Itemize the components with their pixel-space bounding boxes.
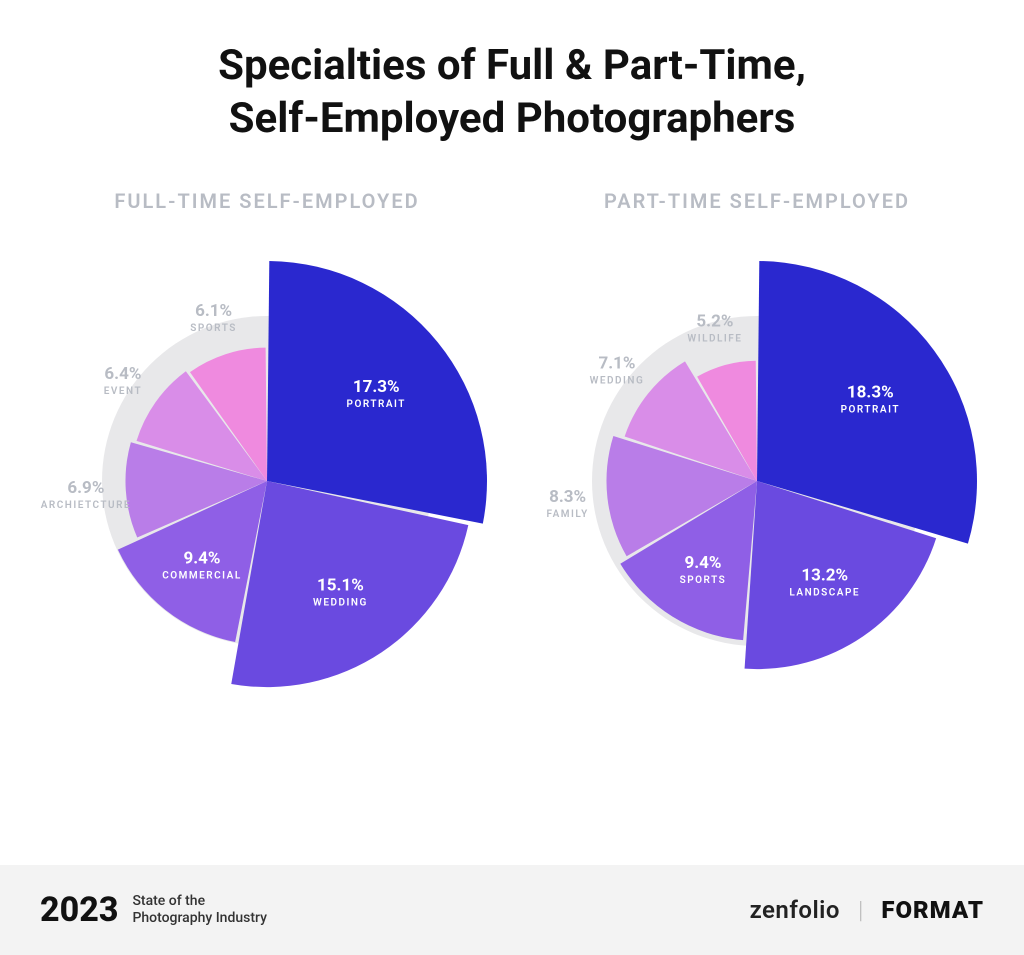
page-title: Specialties of Full & Part-Time, Self-Em… xyxy=(20,40,1004,145)
title-line-2: Self-Employed Photographers xyxy=(229,94,796,143)
slice-label-sports: SPORTS xyxy=(680,575,727,586)
slice-label-wedding: WEDDING xyxy=(313,598,368,609)
slice-pct-archietcture: 6.9% xyxy=(67,478,104,498)
slice-label-commercial: COMMERCIAL xyxy=(162,571,242,582)
brand-zenfolio: zenfolio xyxy=(750,896,840,924)
footer: 2023 State of the Photography Industry z… xyxy=(0,865,1024,955)
chart-svg-fulltime: 17.3% PORTRAIT 15.1% WEDDING 9.4% COMMERCIAL 6… xyxy=(37,241,497,761)
slice-label-family: FAMILY xyxy=(547,509,589,520)
slice-label-wildlife: WILDLIFE xyxy=(687,333,742,344)
title-line-1: Specialties of Full & Part-Time, xyxy=(218,41,806,90)
footer-year: 2023 xyxy=(40,890,118,930)
slice-pct-commercial: 9.4% xyxy=(183,549,220,569)
slice-pct-sports: 9.4% xyxy=(684,553,721,573)
slice-label-archietcture: ARCHIETCTURE xyxy=(41,500,131,511)
footer-tag-line-2: Photography Industry xyxy=(132,910,267,926)
slice-label-portrait: PORTRAIT xyxy=(841,404,900,415)
brand-separator: | xyxy=(858,896,863,924)
chart-parttime: PART-TIME SELF-EMPLOYED 18.3% PORTRAIT 13.… xyxy=(527,189,987,761)
slice-pct-portrait: 18.3% xyxy=(847,382,894,402)
slice-label-portrait: PORTRAIT xyxy=(347,399,406,410)
slice-pct-sports: 6.1% xyxy=(195,301,232,321)
footer-tagline: State of the Photography Industry xyxy=(132,893,267,927)
chart-subtitle-parttime: PART-TIME SELF-EMPLOYED xyxy=(604,189,910,213)
slice-label-landscape: LANDSCAPE xyxy=(789,588,860,599)
slice-pct-wildlife: 5.2% xyxy=(696,311,733,331)
chart-subtitle-fulltime: FULL-TIME SELF-EMPLOYED xyxy=(114,189,419,213)
slice-label-sports: SPORTS xyxy=(190,323,237,334)
footer-tag-line-1: State of the xyxy=(132,893,205,909)
footer-left: 2023 State of the Photography Industry xyxy=(40,890,267,930)
chart-svg-parttime: 18.3% PORTRAIT 13.2% LANDSCAPE 9.4% SPORTS 8.3… xyxy=(527,241,987,761)
brand-format: FORMAT xyxy=(881,896,984,924)
slice-pct-wedding: 7.1% xyxy=(598,353,635,373)
slice-pct-event: 6.4% xyxy=(104,364,141,384)
footer-right: zenfolio | FORMAT xyxy=(750,896,984,924)
slice-pct-landscape: 13.2% xyxy=(801,566,848,586)
slice-pct-wedding: 15.1% xyxy=(317,576,364,596)
slice-pct-portrait: 17.3% xyxy=(353,377,400,397)
chart-fulltime: FULL-TIME SELF-EMPLOYED 17.3% PORTRAIT 15.… xyxy=(37,189,497,761)
slice-label-event: EVENT xyxy=(104,386,142,397)
charts-row: FULL-TIME SELF-EMPLOYED 17.3% PORTRAIT 15.… xyxy=(20,189,1004,761)
slice-pct-family: 8.3% xyxy=(549,487,586,507)
slice-label-wedding: WEDDING xyxy=(590,375,645,386)
